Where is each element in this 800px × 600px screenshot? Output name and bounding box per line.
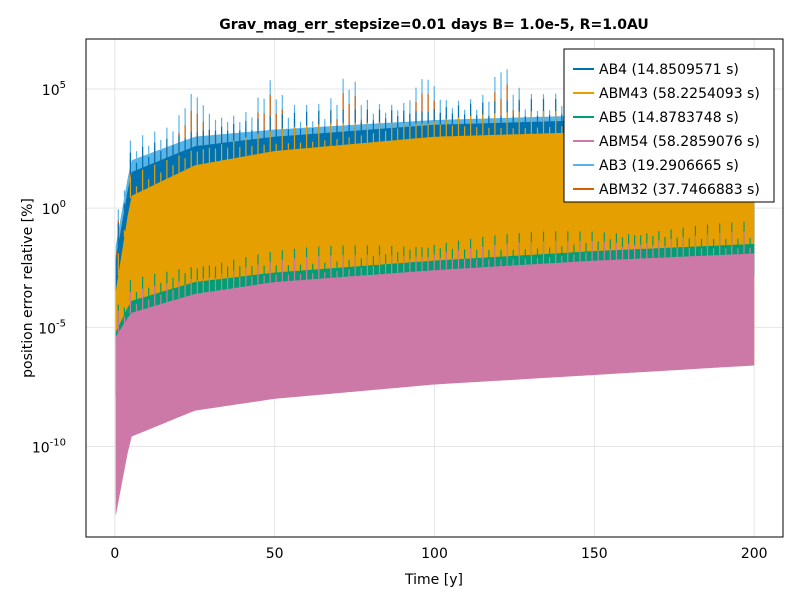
y-tick-label: 100: [42, 199, 66, 218]
y-tick-label: 105: [42, 80, 66, 99]
legend-entry-4: AB3 (19.2906665 s): [599, 158, 739, 174]
y-tick-base: 10: [38, 321, 56, 337]
series-3: [115, 231, 755, 516]
y-tick-base: 10: [42, 83, 60, 99]
y-tick-label: 10-10: [32, 437, 66, 456]
y-tick-label: 10-5: [38, 318, 66, 337]
x-tick-label: 50: [266, 546, 284, 562]
series-band: [115, 253, 755, 516]
legend-entry-2: AB5 (14.8783748 s): [599, 110, 739, 126]
series-spikes: [117, 231, 751, 333]
x-axis-label: Time [y]: [404, 572, 463, 588]
legend-entry-1: ABM43 (58.2254093 s): [599, 86, 760, 102]
y-tick-exponent: -5: [56, 318, 66, 329]
legend-entry-5: ABM32 (37.7466883 s): [599, 182, 760, 198]
y-tick-base: 10: [42, 202, 60, 218]
legend: AB4 (14.8509571 s) ABM43 (58.2254093 s) AB…: [563, 48, 775, 203]
y-tick-base: 10: [32, 440, 50, 456]
y-tick-exponent: 0: [60, 199, 66, 210]
x-tick-label: 150: [581, 546, 608, 562]
legend-box: [563, 48, 775, 203]
legend-entry-3: ABM54 (58.2859076 s): [599, 134, 760, 150]
x-tick-label: 100: [421, 546, 448, 562]
x-tick-label: 0: [110, 546, 119, 562]
legend-entry-0: AB4 (14.8509571 s): [599, 62, 739, 78]
y-tick-exponent: 5: [60, 80, 66, 91]
plot-frame: [85, 38, 784, 538]
x-axis-ticks: 0 50 100 150 200: [110, 546, 767, 562]
y-tick-exponent: -10: [50, 437, 66, 448]
chart-title: Grav_mag_err_stepsize=0.01 days B= 1.0e-…: [219, 17, 649, 33]
x-tick-label: 200: [741, 546, 768, 562]
y-axis-label: position error relative [%]: [20, 198, 36, 378]
